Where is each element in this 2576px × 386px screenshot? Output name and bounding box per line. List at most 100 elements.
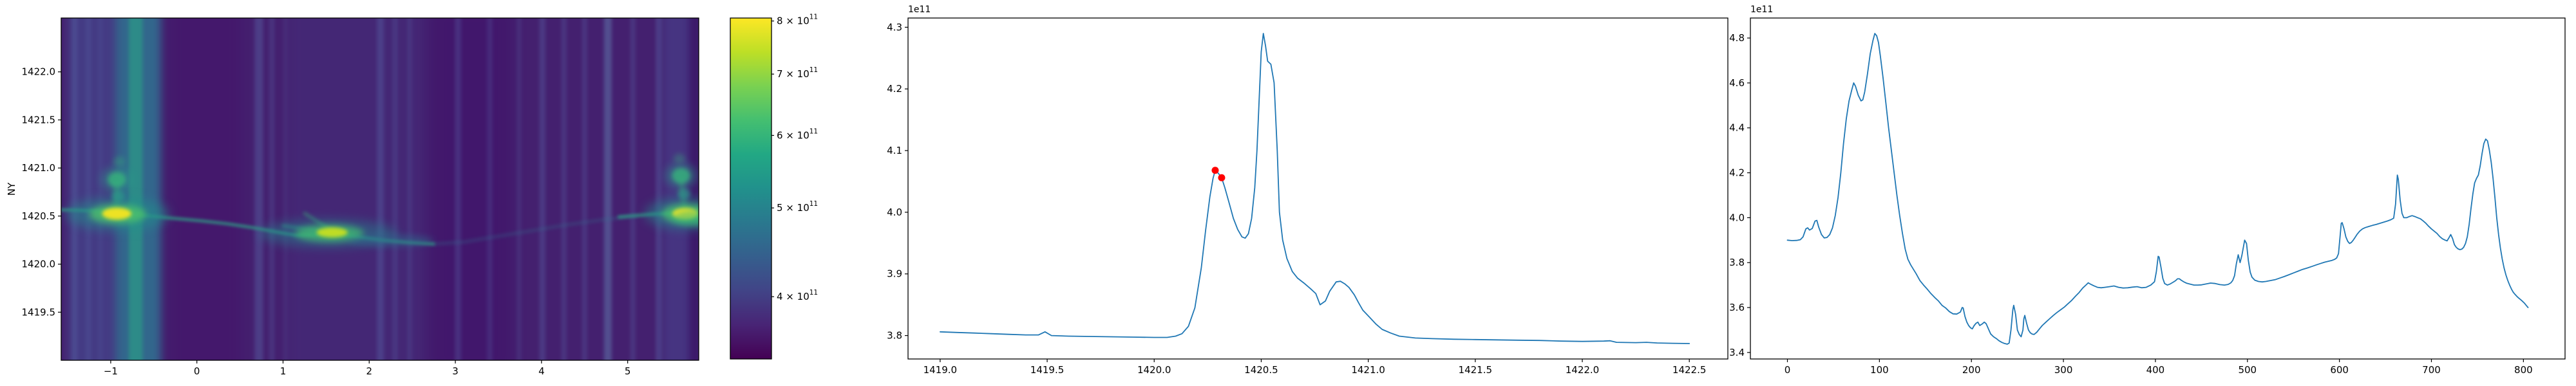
y-tick-label: 4.0 [1729,212,1745,223]
heatmap-stripe [129,18,143,360]
x-tick-label: 1420.0 [1137,364,1171,376]
heatmap-blob [347,234,434,247]
x-tick-label: 1420.5 [1244,364,1278,376]
colorbar-panel: 8 × 1011 7 × 1011 6 × 1011 5 × 1011 4 × 1011 [730,14,818,360]
selected-point-marker [1211,167,1219,174]
colorbar-tick-label: 8 × 1011 [777,14,818,27]
spectrum-panel: 1419.0 1419.5 1420.0 1420.5 1421.0 1421.5 1422… [887,5,1728,376]
heatmap-stripe [630,18,636,360]
y-tick-label: 3.8 [1729,257,1745,268]
x-tick-label: 300 [2054,364,2073,376]
heatmap-stripe [487,18,493,360]
x-tick-label: 600 [2330,364,2349,376]
heatmap-stripe [254,18,263,360]
x-tick-label: 1 [280,365,287,377]
x-tick-label: 200 [1962,364,1981,376]
colorbar-tick-label: 7 × 1011 [777,66,818,80]
x-tick-label: 5 [625,365,631,377]
colorbar-tick-label: 6 × 1011 [777,127,818,141]
heatmap-blob [102,207,132,220]
y-tick-label: 3.4 [1729,347,1745,358]
timeseries-panel: 0 100 200 300 400 500 600 700 800 3.4 3.6 3.8 4.0 4.2… [1729,5,2566,376]
y-tick-label: 1421.0 [22,162,56,174]
x-tick-label: −1 [104,365,118,377]
heatmap-stripe [603,18,612,360]
heatmap-stripe [455,18,461,360]
heatmap-blob [673,153,686,163]
heatmap-blob [113,156,126,167]
colorbar-tick-label: 4 × 1011 [777,289,818,302]
heatmap-stripe [86,18,91,360]
heatmap-panel: −1 0 1 2 3 4 5 1419.5 1420.0 1420.5 1421.0 1421.5 14… [6,17,699,377]
heatmap-blob [672,210,699,226]
y-tick-label: 1421.5 [22,114,56,125]
heatmap-stripe [688,18,699,360]
heatmap-stripe [169,18,242,360]
heatmap-blob [672,168,690,184]
x-tick-label: 500 [2238,364,2257,376]
y-tick-label: 3.9 [887,268,902,280]
heatmap-blob [100,166,133,193]
heatmap-ridge [432,215,638,245]
x-tick-label: 400 [2146,364,2165,376]
x-tick-label: 4 [538,365,545,377]
y-tick-label: 4.3 [887,21,902,33]
y-tick-label: 4.2 [1729,167,1745,179]
y-tick-label: 4.8 [1729,32,1745,44]
x-tick-label: 0 [1785,364,1791,376]
heatmap-blob [108,172,126,187]
heatmap-stripe [582,18,587,360]
x-tick-label: 800 [2514,364,2533,376]
y-tick-label: 4.0 [887,207,902,218]
heatmap-stripe [269,18,275,360]
colorbar-frame [730,17,772,360]
selected-point-marker [1218,174,1226,181]
y-tick-label: 4.2 [887,83,902,95]
heatmap-stripe [656,18,662,360]
y-tick-label: 3.8 [887,330,902,342]
axes-frame [1750,17,2566,360]
x-tick-label: 700 [2422,364,2441,376]
y-tick-label: 1420.5 [22,210,56,222]
heatmap-stripe [407,18,412,360]
heatmap-stripe [539,18,545,360]
heatmap-stripe [516,18,522,360]
x-tick-label: 1421.0 [1351,364,1385,376]
heatmap-blob [677,188,691,199]
timeseries-line [1786,33,2529,345]
x-tick-label: 1422.0 [1566,364,1600,376]
y-tick-label: 1419.5 [22,306,56,318]
x-tick-label: 1419.5 [1030,364,1065,376]
offset-text: 1e11 [1750,5,1773,15]
x-tick-label: 1421.5 [1459,364,1493,376]
axes-frame [907,17,1728,360]
axes-frame [61,17,699,361]
heatmap-stripe [377,18,384,360]
colorbar-gradient [730,18,772,359]
x-tick-label: 2 [366,365,373,377]
x-tick-label: 100 [1870,364,1889,376]
y-tick-label: 1420.0 [22,259,56,270]
colorbar-tick-label: 5 × 1011 [777,200,818,214]
y-tick-label: 1422.0 [22,66,56,78]
y-axis-label: NY [6,182,17,196]
x-tick-label: 0 [194,365,200,377]
x-tick-label: 3 [452,365,459,377]
spectrum-line [940,33,1690,344]
heatmap-image [61,18,699,360]
y-tick-label: 4.6 [1729,77,1745,89]
heatmap-stripe [430,18,512,360]
heatmap-stripe [98,18,103,360]
heatmap-stripe [71,18,78,360]
y-tick-label: 4.1 [887,145,902,156]
heatmap-blob [665,162,697,189]
y-tick-label: 3.6 [1729,302,1745,313]
x-tick-label: 1422.5 [1672,364,1707,376]
y-tick-label: 4.4 [1729,122,1745,134]
x-tick-label: 1419.0 [923,364,958,376]
heatmap-stripe [283,18,288,360]
heatmap-background [61,18,699,360]
heatmap-blob [316,227,348,238]
